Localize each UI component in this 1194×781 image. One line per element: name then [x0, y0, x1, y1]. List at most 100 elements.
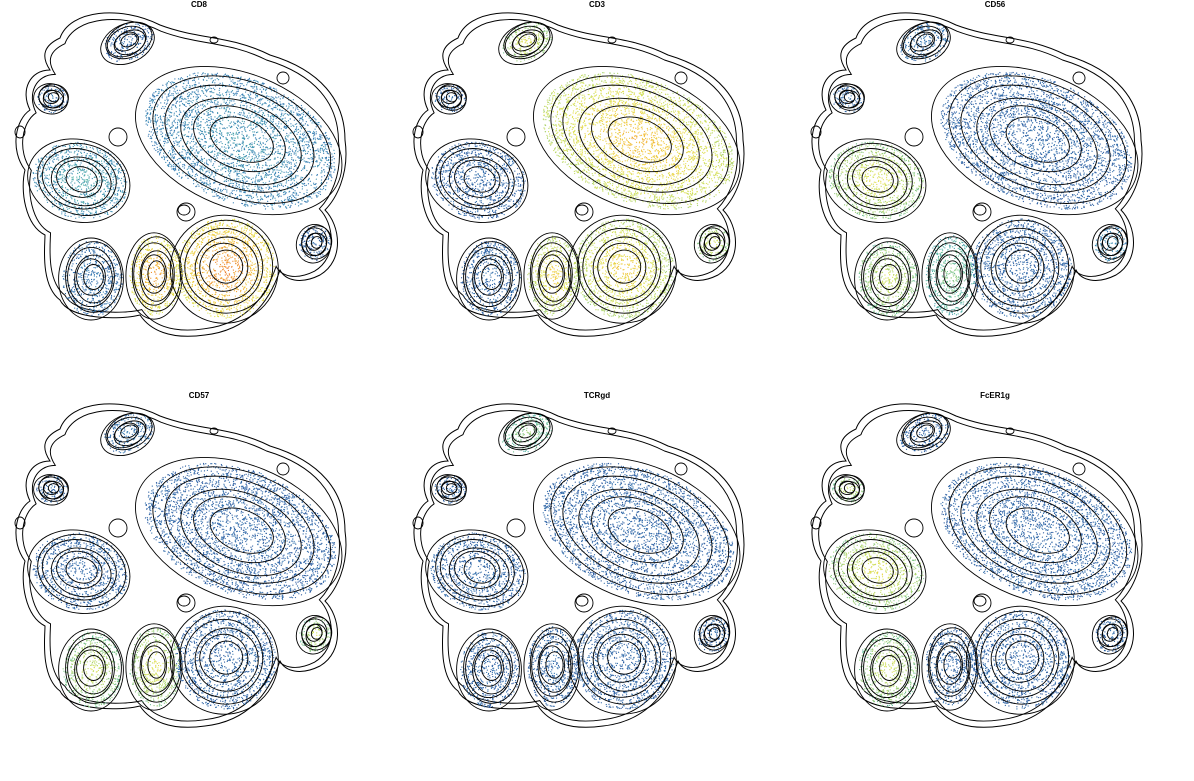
cell-point — [67, 257, 69, 259]
cell-point — [253, 188, 255, 191]
cell-point — [168, 125, 171, 127]
cell-point — [231, 147, 233, 149]
cell-point — [313, 130, 315, 133]
cell-point — [314, 128, 316, 130]
cell-point — [216, 112, 219, 115]
cell-point — [293, 130, 296, 133]
cell-point — [62, 275, 64, 277]
cell-point — [302, 120, 304, 122]
cell-point — [206, 89, 208, 91]
cell-point — [112, 38, 114, 40]
cell-point — [220, 169, 222, 171]
cell-point — [327, 178, 329, 181]
cell-point — [319, 137, 322, 139]
cell-point — [275, 185, 277, 188]
cell-point — [95, 258, 97, 260]
cell-point — [282, 97, 284, 99]
cell-point — [274, 106, 276, 109]
cell-point — [240, 112, 242, 114]
cell-point — [112, 181, 115, 183]
cell-point — [74, 162, 76, 164]
cell-point — [152, 132, 155, 134]
cell-point — [40, 157, 42, 159]
cell-point — [78, 177, 81, 179]
cell-point — [171, 151, 174, 154]
cell-point — [85, 180, 87, 183]
cell-point — [252, 124, 255, 126]
density-contour — [120, 33, 138, 48]
cell-point — [51, 151, 53, 153]
cell-point — [293, 141, 296, 144]
cell-point — [118, 170, 120, 173]
cell-point — [238, 170, 241, 173]
cell-point — [159, 149, 161, 152]
cell-point — [166, 86, 169, 89]
cell-point — [246, 105, 248, 107]
cell-point — [226, 103, 228, 106]
cell-point — [61, 151, 63, 153]
cell-point — [313, 183, 315, 186]
cell-point — [266, 164, 268, 167]
cell-point — [215, 134, 218, 137]
cell-point — [173, 81, 176, 84]
cell-point — [68, 151, 71, 153]
cell-point — [236, 83, 239, 85]
cell-point — [239, 190, 241, 193]
cell-point — [64, 187, 67, 189]
cell-point — [302, 111, 305, 114]
cell-point — [129, 44, 132, 46]
cell-point — [256, 143, 259, 146]
cell-point — [221, 173, 224, 175]
cell-point — [48, 100, 50, 102]
cell-point — [320, 125, 322, 127]
cell-point — [192, 140, 195, 143]
cell-point — [306, 152, 309, 155]
cell-point — [209, 185, 211, 188]
cell-point — [91, 147, 94, 149]
cell-point — [46, 174, 48, 177]
cell-point — [89, 193, 91, 196]
cell-point — [262, 83, 264, 85]
cell-point — [259, 102, 261, 104]
cell-point — [171, 155, 173, 157]
cell-point — [243, 138, 245, 140]
cell-point — [213, 91, 215, 94]
cell-point — [149, 97, 151, 99]
cell-point — [227, 180, 230, 182]
cell-point — [313, 133, 315, 135]
cell-point — [189, 84, 191, 87]
cell-point — [236, 92, 238, 95]
cell-point — [73, 157, 75, 160]
cell-point — [151, 106, 153, 109]
cell-point — [302, 134, 305, 137]
cell-point — [186, 127, 189, 129]
cell-point — [238, 164, 241, 167]
cell-point — [251, 145, 254, 148]
cell-point — [232, 92, 235, 95]
cell-point — [136, 46, 138, 49]
cell-point — [270, 127, 272, 130]
cell-point — [215, 99, 217, 101]
cell-point — [186, 158, 189, 160]
cell-point — [303, 149, 306, 151]
cell-point — [154, 108, 156, 111]
cell-point — [171, 123, 173, 125]
cell-point — [54, 188, 57, 190]
cell-point — [195, 84, 197, 86]
cell-point — [111, 163, 114, 165]
cell-point — [243, 147, 245, 149]
cell-point — [275, 117, 277, 120]
cell-point — [246, 159, 248, 162]
cell-point — [241, 174, 243, 177]
cell-point — [168, 95, 170, 97]
cell-point — [333, 162, 335, 164]
cell-point — [319, 188, 322, 190]
cell-point — [194, 74, 197, 77]
cell-point — [277, 141, 279, 144]
cell-point — [141, 34, 144, 37]
cell-point — [208, 171, 211, 174]
cell-point — [138, 24, 141, 27]
cell-point — [195, 96, 197, 98]
cell-point — [294, 190, 296, 192]
cell-point — [154, 120, 157, 122]
